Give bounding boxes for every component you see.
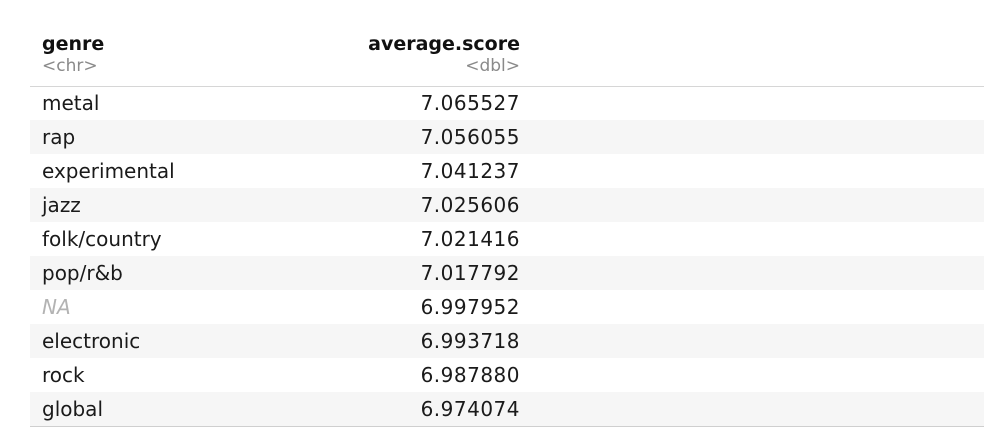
cell-average-score: 7.041237 — [420, 159, 520, 183]
row-filler — [520, 120, 984, 154]
column-name-average-score: average.score — [368, 32, 520, 55]
table-row: folk/country 7.021416 — [30, 222, 984, 256]
row-filler — [520, 290, 984, 324]
table-row: NA 6.997952 — [30, 290, 984, 324]
cell-genre: pop/r&b — [42, 261, 123, 285]
cell-average-score: 6.987880 — [420, 363, 520, 387]
table-row: rap 7.056055 — [30, 120, 984, 154]
row-filler — [520, 86, 984, 120]
table-row: electronic 6.993718 — [30, 324, 984, 358]
column-header-genre[interactable]: genre <chr> — [30, 20, 210, 87]
data-table-container: genre <chr> average.score <dbl> metal 7.… — [30, 20, 984, 427]
table-row: experimental 7.041237 — [30, 154, 984, 188]
table-row: rock 6.987880 — [30, 358, 984, 392]
table-row: global 6.974074 — [30, 392, 984, 427]
row-filler — [520, 188, 984, 222]
cell-average-score: 6.997952 — [420, 295, 520, 319]
cell-genre: rap — [42, 125, 76, 149]
row-filler — [520, 392, 984, 427]
cell-genre: metal — [42, 91, 100, 116]
cell-genre-na: NA — [42, 295, 71, 319]
table-row: jazz 7.025606 — [30, 188, 984, 222]
cell-average-score: 6.974074 — [210, 392, 520, 427]
cell-genre: jazz — [42, 193, 81, 217]
row-filler — [520, 358, 984, 392]
table-row: pop/r&b 7.017792 — [30, 256, 984, 290]
table-row: metal 7.065527 — [30, 86, 984, 120]
cell-average-score: 6.993718 — [420, 329, 520, 353]
cell-average-score: 7.025606 — [420, 193, 520, 217]
column-name-genre: genre — [42, 32, 105, 55]
cell-average-score: 7.065527 — [420, 91, 520, 116]
cell-genre: global — [30, 392, 210, 427]
row-filler — [520, 222, 984, 256]
cell-genre: folk/country — [42, 227, 162, 251]
row-filler — [520, 324, 984, 358]
cell-average-score: 7.017792 — [420, 261, 520, 285]
column-header-average-score[interactable]: average.score <dbl> — [210, 20, 520, 87]
header-filler — [520, 20, 984, 87]
row-filler — [520, 154, 984, 188]
row-filler — [520, 256, 984, 290]
cell-genre: rock — [42, 363, 85, 387]
tibble-table: genre <chr> average.score <dbl> metal 7.… — [30, 20, 984, 427]
cell-average-score: 7.056055 — [420, 125, 520, 149]
cell-average-score: 7.021416 — [420, 227, 520, 251]
column-type-average-score: <dbl> — [465, 55, 520, 76]
column-type-genre: <chr> — [42, 55, 98, 76]
cell-genre: experimental — [42, 159, 175, 183]
table-header-row: genre <chr> average.score <dbl> — [30, 20, 984, 87]
cell-genre: electronic — [42, 329, 141, 353]
